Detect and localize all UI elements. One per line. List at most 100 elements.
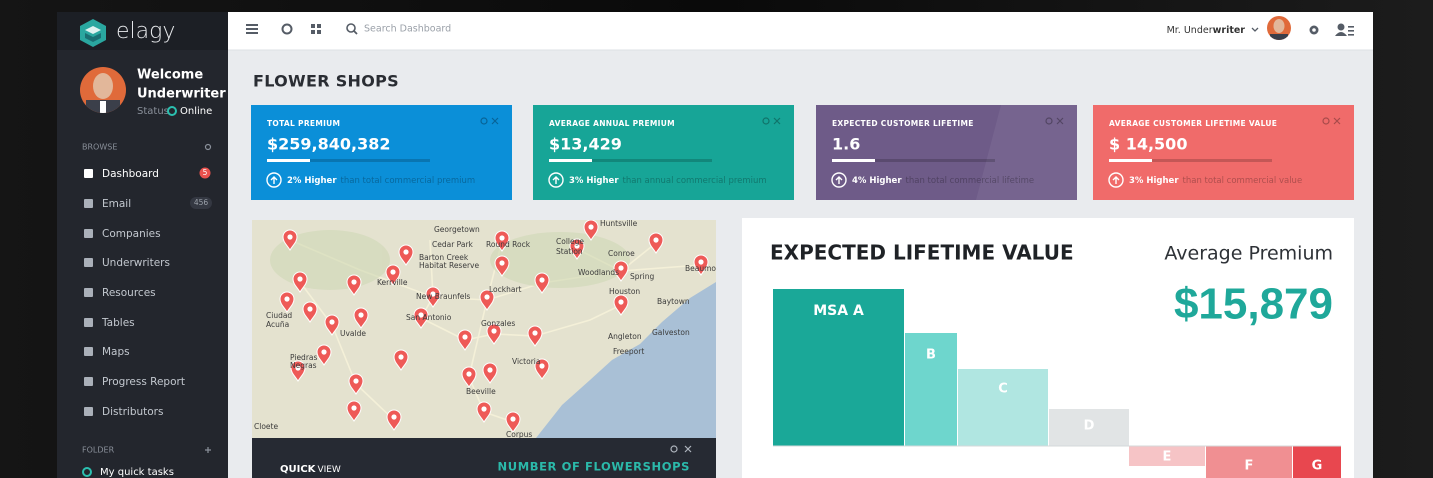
card-value: $13,429 <box>549 135 622 154</box>
change: 3% Higher <box>1129 176 1179 186</box>
search-field[interactable]: Search Dashboard <box>364 24 451 35</box>
map-pin <box>479 289 495 311</box>
map-place: Freeport <box>613 347 644 356</box>
nav-icon <box>84 347 93 356</box>
folder-item: My quick tasks <box>100 467 174 478</box>
change: 2% Higher <box>287 176 337 186</box>
map-pin <box>494 230 510 252</box>
map-place: Angleton <box>608 332 642 341</box>
map-pin <box>290 360 306 382</box>
map-pin <box>346 274 362 296</box>
map-pin <box>316 344 332 366</box>
premium-value: $15,879 <box>1174 280 1333 329</box>
map-pin <box>398 244 414 266</box>
nav-item: Dashboard <box>102 168 159 180</box>
nav-item: Underwriters <box>102 257 170 269</box>
map-pin-dot <box>499 235 505 241</box>
map-place: Lockhart <box>489 285 522 294</box>
change-note: than total commercial premium <box>341 176 476 186</box>
card-track <box>832 159 995 162</box>
card-tool <box>480 117 488 125</box>
map-place: Corpus <box>506 430 532 439</box>
map-place: Spring <box>630 272 654 281</box>
ltv-block-label: D <box>1084 419 1095 434</box>
map-pin <box>348 373 364 395</box>
ltv-block-label: B <box>926 348 936 363</box>
map-pin-dot <box>287 234 293 240</box>
map-place: Galveston <box>652 328 690 337</box>
map-place: Habitat Reserve <box>419 261 479 270</box>
map-place: Beaumont <box>685 264 724 273</box>
map-pin <box>457 329 473 351</box>
nav-icon <box>84 288 93 297</box>
folder-heading: FOLDER <box>82 446 115 455</box>
trend-arrow <box>1112 176 1120 184</box>
map-pin <box>476 401 492 423</box>
map-pin-dot <box>618 299 624 305</box>
card-track <box>267 159 430 162</box>
card-label: AVERAGE ANNUAL PREMIUM <box>549 119 675 128</box>
nav-icon <box>84 169 93 178</box>
card-label: TOTAL PREMIUM <box>267 119 340 128</box>
brand: elagy <box>116 19 175 44</box>
ltv-block <box>1129 446 1205 466</box>
map-place: Victoria <box>512 357 540 366</box>
map-pin-dot <box>284 296 290 302</box>
trend-arrow <box>835 176 843 184</box>
map-place: San Antonio <box>406 313 452 322</box>
map-place: Cloete <box>254 422 278 431</box>
quick-bold: QUICK <box>280 464 317 475</box>
card-value: $259,840,382 <box>267 135 390 154</box>
nav-item: Progress Report <box>102 376 185 388</box>
map-place: New Braunfels <box>416 292 470 301</box>
card-track <box>1109 159 1272 162</box>
trend-arrow <box>270 176 278 184</box>
ltv-block-label: E <box>1163 450 1172 465</box>
quick-rest: VIEW <box>317 465 340 475</box>
welcome: Welcome <box>137 68 203 83</box>
map-pin <box>693 254 709 276</box>
ltv-block <box>958 369 1048 446</box>
card-progress <box>267 159 310 162</box>
map-pin <box>534 272 550 294</box>
map-pin-dot <box>491 328 497 334</box>
map-pin-dot <box>618 265 624 271</box>
change: 4% Higher <box>852 176 902 186</box>
card-tool <box>1322 117 1330 125</box>
badge-count: 5 <box>203 168 208 177</box>
folder-add <box>205 447 211 453</box>
map-place: Huntsville <box>600 219 638 228</box>
map-pin-dot <box>351 405 357 411</box>
map-pin <box>505 411 521 433</box>
nav-item: Tables <box>101 317 135 329</box>
premium-label: Average Premium <box>1164 243 1333 265</box>
map-place: Ciudad <box>266 311 292 320</box>
nav-item: Email <box>102 198 131 210</box>
card-track <box>549 159 712 162</box>
kpi-card <box>533 105 794 200</box>
map-place: Conroe <box>608 249 635 258</box>
nav-item: Resources <box>102 287 156 299</box>
map-pin-dot <box>398 354 404 360</box>
card-progress <box>832 159 875 162</box>
map-pin <box>461 366 477 388</box>
map-pin-dot <box>329 319 335 325</box>
nav-icon <box>84 318 93 327</box>
map-pin-dot <box>487 367 493 373</box>
card-change: 3% Higher than annual commercial premium <box>569 176 767 186</box>
map-place: Acuña <box>266 320 289 329</box>
ltv-block-label: G <box>1312 459 1323 474</box>
map-pin <box>425 286 441 308</box>
nav-item: Companies <box>102 228 161 240</box>
card-close <box>773 117 781 125</box>
map-pin <box>486 323 502 345</box>
nav-item: Distributors <box>102 406 163 418</box>
card-label: AVERAGE CUSTOMER LIFETIME VALUE <box>1109 119 1277 128</box>
map-pin <box>346 400 362 422</box>
map-pin <box>648 232 664 254</box>
trend-icon <box>548 172 564 188</box>
map-pin-dot <box>698 259 704 265</box>
map-place: Piedras <box>290 353 317 362</box>
